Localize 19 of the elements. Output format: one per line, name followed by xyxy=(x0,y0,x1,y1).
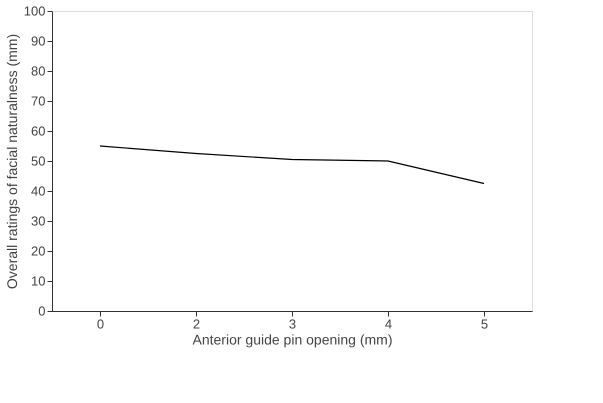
y-tick-label: 30 xyxy=(31,214,46,228)
x-tick-label: 5 xyxy=(480,316,488,332)
x-tick-label: 2 xyxy=(192,316,200,332)
x-tick-label: 3 xyxy=(288,316,296,332)
y-tick-label: 40 xyxy=(31,184,46,198)
x-tick-label: 0 xyxy=(96,316,104,332)
y-tick-label: 100 xyxy=(24,4,46,18)
y-tick-label: 70 xyxy=(31,94,46,108)
line-series xyxy=(99,145,485,184)
y-axis-title: Overall ratings of facial naturalness (mm) xyxy=(4,34,20,290)
y-tick-label: 90 xyxy=(31,34,46,48)
y-tick-label: 80 xyxy=(31,64,46,78)
y-tick-label: 0 xyxy=(38,304,46,318)
x-tick-label: 4 xyxy=(384,316,392,332)
y-tick-label: 10 xyxy=(31,274,46,288)
y-tick-label: 50 xyxy=(31,154,46,168)
x-axis-title: Anterior guide pin opening (mm) xyxy=(192,332,392,348)
y-tick-label: 60 xyxy=(31,124,46,138)
y-tick-label: 20 xyxy=(31,244,46,258)
